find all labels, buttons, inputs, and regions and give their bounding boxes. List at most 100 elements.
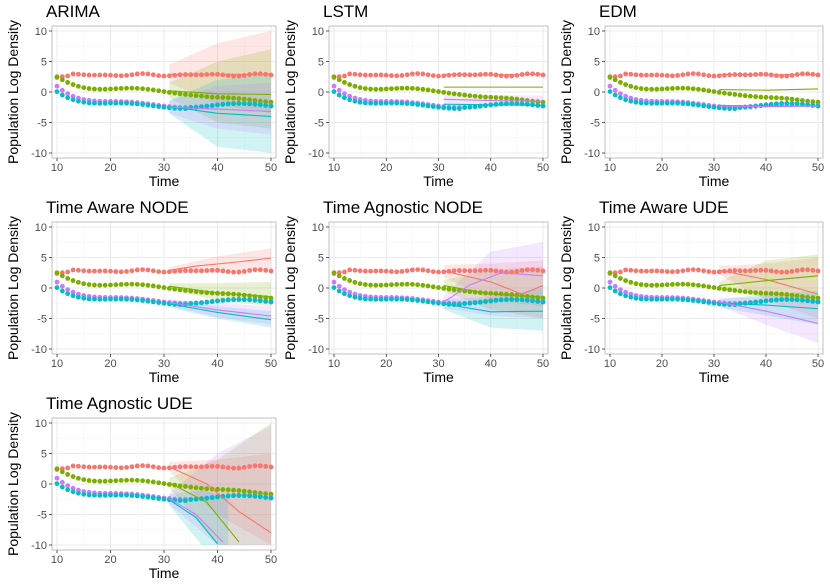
x-tick-label: 40 (211, 358, 223, 370)
point-green (664, 282, 670, 288)
x-tick-label: 40 (485, 162, 497, 174)
point-green (779, 291, 784, 297)
point-green (690, 282, 696, 288)
point-green (347, 82, 353, 87)
point-green (535, 99, 541, 105)
point-red (451, 268, 457, 274)
point-green (462, 92, 468, 98)
point-red (70, 463, 76, 469)
point-cyan (231, 101, 236, 107)
point-cyan (215, 298, 220, 304)
point-red (86, 268, 92, 274)
point-cyan (268, 495, 274, 501)
point-green (430, 284, 436, 290)
point-red (140, 267, 146, 272)
point-green (394, 281, 400, 287)
point-red (65, 73, 71, 79)
point-red (415, 267, 420, 272)
y-tick-label: -10 (31, 148, 47, 160)
point-red (633, 268, 639, 274)
point-red (623, 267, 628, 273)
point-green (247, 489, 253, 495)
point-cyan (430, 104, 436, 110)
point-red (378, 72, 384, 78)
point-cyan (373, 100, 379, 106)
point-green (711, 285, 717, 290)
point-red (124, 73, 129, 78)
point-green (70, 278, 76, 283)
point-green (690, 86, 696, 92)
point-red (118, 73, 124, 79)
point-cyan (247, 297, 253, 303)
point-green (247, 97, 253, 103)
point-cyan (247, 493, 253, 499)
point-red (680, 268, 686, 274)
point-purple (623, 93, 628, 99)
point-cyan (225, 493, 231, 499)
point-purple (70, 485, 76, 491)
point-green (373, 282, 379, 288)
point-red (378, 268, 384, 274)
point-cyan (188, 497, 194, 502)
point-cyan (65, 95, 71, 101)
observed-cyan (331, 285, 546, 308)
point-green (409, 85, 415, 91)
forecast-cyan (169, 499, 218, 545)
point-purple (347, 93, 353, 99)
point-green (81, 281, 87, 287)
point-green (231, 95, 236, 101)
point-red (425, 72, 431, 78)
point-green (623, 82, 628, 87)
point-red (753, 268, 758, 273)
point-purple (59, 283, 65, 289)
point-red (257, 267, 263, 273)
point-green (623, 278, 628, 283)
point-green (263, 491, 269, 497)
forecast-green (169, 285, 272, 298)
point-cyan (623, 97, 628, 103)
point-cyan (706, 300, 712, 306)
point-cyan (150, 495, 156, 501)
point-green (415, 282, 420, 288)
point-green (425, 87, 431, 93)
forecast-purple (443, 272, 544, 303)
point-cyan (97, 492, 103, 498)
point-green (383, 86, 389, 92)
point-green (774, 291, 779, 297)
point-red (404, 268, 410, 274)
point-green (113, 282, 119, 288)
point-green (193, 485, 199, 491)
point-green (732, 288, 738, 293)
point-green (225, 95, 231, 101)
point-red (706, 269, 712, 274)
point-cyan (399, 296, 405, 302)
point-cyan (113, 296, 119, 302)
point-cyan (425, 299, 431, 305)
point-red (231, 73, 236, 79)
point-red (389, 73, 394, 78)
point-red (805, 267, 810, 273)
point-red (129, 464, 135, 470)
point-green (680, 281, 686, 287)
point-red (457, 268, 462, 273)
point-green (409, 281, 415, 287)
point-cyan (124, 492, 129, 498)
point-red (145, 463, 151, 469)
point-red (789, 268, 795, 274)
point-red (263, 267, 269, 273)
point-green (368, 86, 373, 92)
point-purple (65, 483, 71, 488)
point-green (161, 481, 167, 486)
point-cyan (784, 101, 790, 106)
point-red (368, 72, 373, 78)
point-red (86, 72, 92, 78)
point-green (236, 488, 242, 493)
x-tick-label: 30 (432, 358, 444, 370)
point-green (92, 282, 97, 288)
point-cyan (134, 493, 140, 499)
point-red (815, 268, 821, 274)
point-green (389, 86, 394, 92)
point-cyan (108, 492, 113, 498)
point-green (722, 90, 727, 96)
point-cyan (65, 487, 71, 493)
